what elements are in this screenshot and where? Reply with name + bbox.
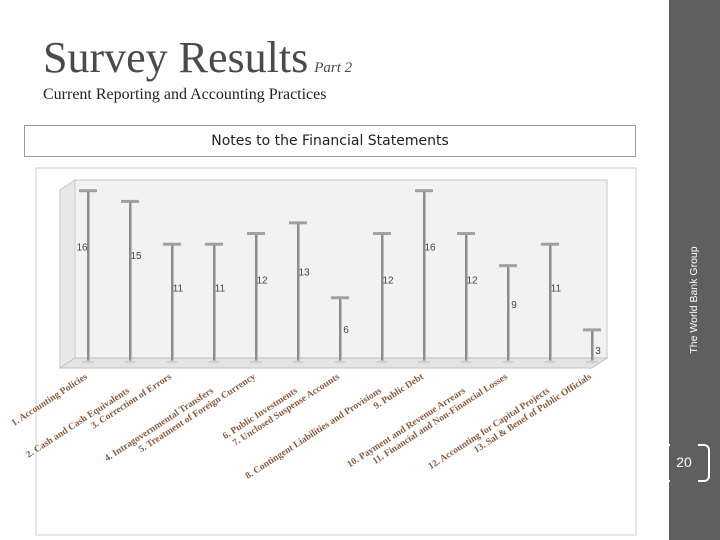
bar: 11 bbox=[205, 242, 226, 364]
bar: 16 bbox=[76, 189, 97, 364]
bar-cap bbox=[163, 242, 181, 246]
data-label: 11 bbox=[551, 284, 562, 295]
bar-cap bbox=[121, 199, 139, 203]
bar-base bbox=[418, 360, 430, 364]
bar-cap bbox=[331, 296, 349, 300]
bar-base bbox=[250, 360, 262, 364]
bar: 11 bbox=[541, 242, 562, 364]
bar: 3 bbox=[583, 328, 601, 364]
data-label: 3 bbox=[595, 346, 601, 357]
bar-base bbox=[586, 360, 598, 364]
bar: 9 bbox=[499, 264, 517, 364]
data-label: 13 bbox=[298, 267, 310, 278]
bar-base bbox=[82, 360, 94, 364]
data-label: 12 bbox=[382, 276, 394, 287]
bar-cap bbox=[499, 264, 517, 268]
slide-title-part: Part 2 bbox=[314, 60, 353, 76]
bar-base bbox=[376, 360, 388, 364]
bar-base bbox=[502, 360, 514, 364]
bar-cap bbox=[289, 221, 307, 225]
bar: 13 bbox=[289, 221, 310, 364]
data-label: 16 bbox=[76, 243, 88, 254]
bar: 12 bbox=[457, 232, 478, 364]
slide-title-main: Survey Results bbox=[43, 33, 309, 82]
bar-cap bbox=[583, 328, 601, 332]
bar: 15 bbox=[121, 199, 142, 364]
bar: 12 bbox=[247, 232, 268, 364]
bar: 16 bbox=[415, 189, 436, 364]
data-label: 11 bbox=[173, 284, 184, 295]
bar: 11 bbox=[163, 242, 184, 364]
bar-cap bbox=[373, 232, 391, 236]
bar: 12 bbox=[373, 232, 394, 364]
bar-cap bbox=[415, 189, 433, 193]
data-label: 12 bbox=[256, 276, 268, 287]
chart-side-wall bbox=[59, 179, 76, 369]
chart-floor bbox=[58, 357, 609, 369]
data-label: 11 bbox=[215, 284, 226, 295]
slide-title: Survey Results Part 2 bbox=[43, 32, 352, 83]
bar-base bbox=[460, 360, 472, 364]
data-label: 6 bbox=[343, 325, 349, 336]
bar-cap bbox=[457, 232, 475, 236]
data-label: 15 bbox=[130, 251, 142, 262]
chart-title: Notes to the Financial Statements bbox=[24, 125, 636, 157]
chart-back-wall bbox=[59, 179, 608, 359]
slide-subtitle: Current Reporting and Accounting Practic… bbox=[43, 86, 327, 103]
side-label: The World Bank Group bbox=[688, 246, 700, 354]
data-label: 16 bbox=[424, 243, 436, 254]
bar-base bbox=[544, 360, 556, 364]
bar-base bbox=[292, 360, 304, 364]
bar-cap bbox=[205, 242, 223, 246]
bar-cap bbox=[541, 242, 559, 246]
bar: 6 bbox=[331, 296, 349, 364]
bar-base bbox=[166, 360, 178, 364]
data-label: 12 bbox=[466, 276, 478, 287]
data-label: 9 bbox=[511, 300, 517, 311]
bar-base bbox=[124, 360, 136, 364]
bar-base bbox=[334, 360, 346, 364]
page-number: 20 bbox=[658, 440, 710, 484]
side-band bbox=[669, 0, 720, 540]
bar-cap bbox=[79, 189, 97, 193]
bar-base bbox=[208, 360, 220, 364]
bar-cap bbox=[247, 232, 265, 236]
